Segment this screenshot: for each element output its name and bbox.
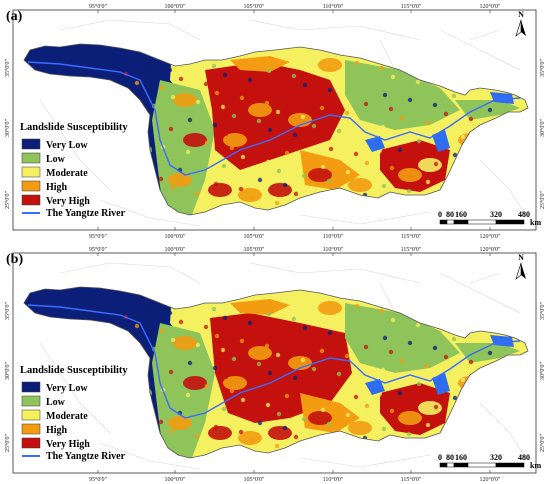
scale-tick-label: 0 <box>438 210 442 219</box>
bottom-longitude-label: 105°0'0" <box>244 233 265 240</box>
scale-tick-label: 160 <box>455 210 467 219</box>
legend-swatch <box>21 138 41 150</box>
basin-outline <box>23 286 529 459</box>
scale-unit: km <box>530 218 541 227</box>
top-longitude-label: 110°0'0" <box>323 3 344 10</box>
scale-tick-label: 320 <box>490 210 502 219</box>
right-latitude-label: 25°0'0" <box>539 190 546 208</box>
legend-swatch <box>21 395 41 407</box>
scale-tick-label: 320 <box>490 453 502 462</box>
lakes <box>365 92 514 152</box>
legend-item-label: Low <box>46 397 66 408</box>
legend-item-label: Moderate <box>46 411 88 422</box>
right-latitude-label: 25°0'0" <box>539 433 546 451</box>
legend-swatch <box>21 194 41 206</box>
bottom-longitude-label: 100°0'0" <box>165 476 186 483</box>
left-latitude-label: 30°0'0" <box>4 361 11 379</box>
map-panel-a: (a) 95°0'0" 100°0'0" 105°0'0" 110°0'0" 115°0'… <box>4 3 546 240</box>
legend-item-label: Low <box>46 154 66 165</box>
legend-item-label: High <box>46 182 68 193</box>
legend-river-label: The Yangtze River <box>46 208 126 219</box>
legend-swatch <box>21 180 41 192</box>
svg-text:N: N <box>518 253 524 262</box>
map-svg: (b) 95°0'0" 100°0'0" 105°0'0" 110°0'0" 115°0'… <box>4 246 546 483</box>
right-latitude-label: 30°0'0" <box>539 118 546 136</box>
legend-swatch <box>21 423 41 435</box>
scale-tick-label: 480 <box>518 453 530 462</box>
left-latitude-label: 25°0'0" <box>4 190 11 208</box>
scale-unit: km <box>530 461 541 470</box>
legend-title: Landslide Susceptibility <box>20 365 128 376</box>
top-longitude-label: 100°0'0" <box>165 246 186 253</box>
panel-label: (a) <box>6 9 23 24</box>
north-arrow-icon: N <box>515 10 526 37</box>
right-latitude-label: 30°0'0" <box>539 361 546 379</box>
legend: Landslide Susceptibility Very Low Low Moder… <box>20 122 128 219</box>
legend-item-label: Very Low <box>46 140 88 151</box>
top-longitude-label: 115°0'0" <box>401 246 422 253</box>
scale-tick-label: 160 <box>455 453 467 462</box>
legend-item-label: Very Low <box>46 383 88 394</box>
legend-river-label: The Yangtze River <box>46 451 126 462</box>
legend-swatch <box>21 152 41 164</box>
bottom-longitude-label: 115°0'0" <box>401 233 422 240</box>
left-latitude-label: 25°0'0" <box>4 433 11 451</box>
panel-label: (b) <box>6 252 23 267</box>
lakes <box>365 335 514 395</box>
bottom-longitude-label: 95°0'0" <box>89 233 107 240</box>
basin-outline <box>23 43 529 216</box>
top-longitude-label: 95°0'0" <box>89 3 107 10</box>
bottom-longitude-label: 120°0'0" <box>480 233 501 240</box>
legend-swatch <box>21 437 41 449</box>
top-longitude-label: 110°0'0" <box>323 246 344 253</box>
svg-text:N: N <box>518 10 524 19</box>
top-longitude-label: 120°0'0" <box>480 246 501 253</box>
scale-tick-label: 0 <box>438 453 442 462</box>
legend: Landslide Susceptibility Very Low Low Moder… <box>20 365 128 462</box>
top-longitude-label: 105°0'0" <box>244 3 265 10</box>
top-longitude-label: 120°0'0" <box>480 3 501 10</box>
scale-tick-label: 80 <box>446 210 454 219</box>
legend-swatch <box>21 166 41 178</box>
map-svg: (a) 95°0'0" 100°0'0" 105°0'0" 110°0'0" 115°0'… <box>4 3 546 240</box>
legend-item-label: Very High <box>46 196 90 207</box>
bottom-longitude-label: 95°0'0" <box>89 476 107 483</box>
legend-title: Landslide Susceptibility <box>20 122 128 133</box>
left-latitude-label: 35°0'0" <box>4 301 11 319</box>
map-panel-b: (b) 95°0'0" 100°0'0" 105°0'0" 110°0'0" 115°0'… <box>0 243 550 484</box>
yangtze-river-line <box>27 304 521 419</box>
background-boundaries <box>39 19 526 227</box>
bottom-longitude-label: 115°0'0" <box>401 476 422 483</box>
bottom-longitude-label: 110°0'0" <box>323 233 344 240</box>
yangtze-river-line <box>27 61 521 176</box>
bottom-longitude-label: 100°0'0" <box>165 233 186 240</box>
left-latitude-label: 30°0'0" <box>4 118 11 136</box>
right-latitude-label: 35°0'0" <box>539 301 546 319</box>
legend-item-label: Moderate <box>46 168 88 179</box>
legend-item-label: High <box>46 425 68 436</box>
legend-swatch <box>21 381 41 393</box>
right-latitude-label: 35°0'0" <box>539 58 546 76</box>
legend-item-label: Very High <box>46 439 90 450</box>
left-latitude-label: 35°0'0" <box>4 58 11 76</box>
top-longitude-label: 115°0'0" <box>401 3 422 10</box>
bottom-longitude-label: 105°0'0" <box>244 476 265 483</box>
top-longitude-label: 105°0'0" <box>244 246 265 253</box>
legend-swatch <box>21 409 41 421</box>
scale-tick-label: 480 <box>518 210 530 219</box>
top-longitude-label: 95°0'0" <box>89 246 107 253</box>
north-arrow-icon: N <box>515 253 526 280</box>
bottom-longitude-label: 110°0'0" <box>323 476 344 483</box>
scale-tick-label: 80 <box>446 453 454 462</box>
background-boundaries <box>39 262 526 470</box>
top-longitude-label: 100°0'0" <box>165 3 186 10</box>
bottom-longitude-label: 120°0'0" <box>480 476 501 483</box>
